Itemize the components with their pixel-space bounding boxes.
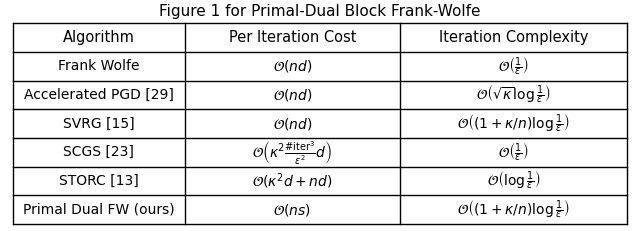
Text: $\mathcal{O}\left(\frac{1}{\epsilon}\right)$: $\mathcal{O}\left(\frac{1}{\epsilon}\rig… — [498, 55, 529, 78]
Text: $\mathcal{O}\left(\log\frac{1}{\epsilon}\right)$: $\mathcal{O}\left(\log\frac{1}{\epsilon}… — [486, 170, 541, 192]
Text: $\mathcal{O}\left((1+\kappa/n)\log\frac{1}{\epsilon}\right)$: $\mathcal{O}\left((1+\kappa/n)\log\frac{… — [458, 198, 570, 221]
Text: $\mathcal{O}(nd)$: $\mathcal{O}(nd)$ — [273, 58, 312, 74]
Text: $\mathcal{O}\left(\kappa^2\frac{\#\mathrm{iter}^3}{\epsilon^2}d\right)$: $\mathcal{O}\left(\kappa^2\frac{\#\mathr… — [252, 139, 332, 166]
Text: $\mathcal{O}(\kappa^2 d + nd)$: $\mathcal{O}(\kappa^2 d + nd)$ — [252, 171, 333, 191]
Text: $\mathcal{O}\left((1+\kappa/n)\log\frac{1}{\epsilon}\right)$: $\mathcal{O}\left((1+\kappa/n)\log\frac{… — [458, 112, 570, 135]
Text: Algorithm: Algorithm — [63, 30, 135, 45]
Text: $\mathcal{O}\left(\frac{1}{\epsilon}\right)$: $\mathcal{O}\left(\frac{1}{\epsilon}\rig… — [498, 141, 529, 164]
Text: SCGS [23]: SCGS [23] — [63, 145, 134, 159]
Text: Per Iteration Cost: Per Iteration Cost — [228, 30, 356, 45]
Text: $\mathcal{O}(nd)$: $\mathcal{O}(nd)$ — [273, 87, 312, 103]
Text: $\mathcal{O}(nd)$: $\mathcal{O}(nd)$ — [273, 116, 312, 132]
Text: $\mathcal{O}(ns)$: $\mathcal{O}(ns)$ — [273, 202, 311, 218]
Text: SVRG [15]: SVRG [15] — [63, 117, 134, 131]
Text: Primal Dual FW (ours): Primal Dual FW (ours) — [23, 203, 175, 217]
Text: Accelerated PGD [29]: Accelerated PGD [29] — [24, 88, 173, 102]
Text: Figure 1 for Primal-Dual Block Frank-Wolfe: Figure 1 for Primal-Dual Block Frank-Wol… — [159, 4, 481, 19]
Text: Iteration Complexity: Iteration Complexity — [439, 30, 588, 45]
Text: Frank Wolfe: Frank Wolfe — [58, 59, 140, 73]
Text: STORC [13]: STORC [13] — [59, 174, 139, 188]
Text: $\mathcal{O}\left(\sqrt{\kappa}\log\frac{1}{\epsilon}\right)$: $\mathcal{O}\left(\sqrt{\kappa}\log\frac… — [476, 83, 551, 106]
